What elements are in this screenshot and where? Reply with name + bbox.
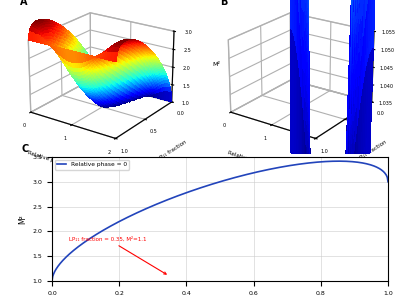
X-axis label: Relative phase (π): Relative phase (π) <box>27 150 76 170</box>
Legend: Relative phase = 0: Relative phase = 0 <box>55 160 129 170</box>
Text: B: B <box>220 0 228 7</box>
Relative phase = 0 <box>325 160 330 163</box>
Relative phase = 0 <box>211 182 216 186</box>
Line: Relative phase = 0: Relative phase = 0 <box>52 161 388 281</box>
Relative phase = 0 <box>378 168 383 171</box>
Text: C: C <box>22 144 29 155</box>
Relative phase = 0 <box>209 183 214 186</box>
Relative phase = 0 <box>386 180 390 184</box>
X-axis label: Relative phase (π): Relative phase (π) <box>227 150 276 170</box>
Text: A: A <box>20 0 28 7</box>
Y-axis label: LP₁₁ fraction: LP₁₁ fraction <box>157 139 188 162</box>
Text: LP₁₁ fraction = 0.35, M²=1.1: LP₁₁ fraction = 0.35, M²=1.1 <box>69 236 166 274</box>
Relative phase = 0 <box>232 176 236 180</box>
Relative phase = 0 <box>336 159 341 163</box>
Relative phase = 0 <box>250 171 254 175</box>
Relative phase = 0 <box>50 279 54 283</box>
Y-axis label: M²: M² <box>18 214 27 224</box>
Y-axis label: LP₁₁ fraction: LP₁₁ fraction <box>357 139 388 162</box>
